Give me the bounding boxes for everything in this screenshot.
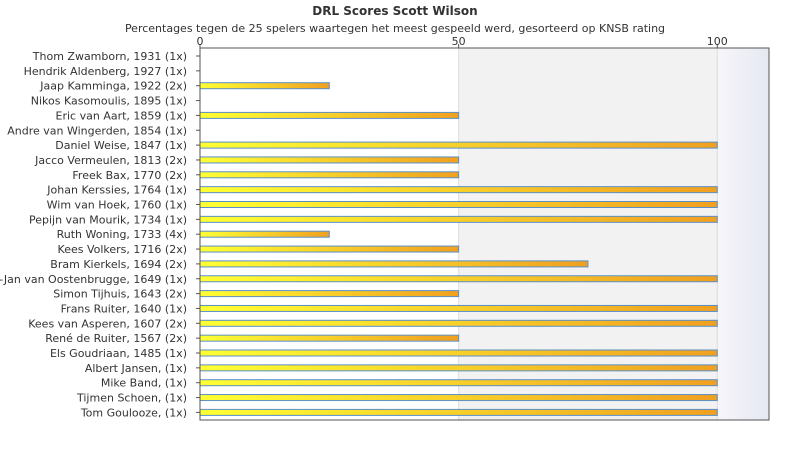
bar	[199, 141, 718, 149]
bar	[199, 379, 718, 387]
category-labels: Thom Zwamborn, 1931 (1x) Hendrik Aldenber…	[0, 50, 200, 419]
band-1	[458, 48, 718, 420]
bar	[199, 171, 460, 179]
bar	[199, 201, 718, 208]
category-label: Johan Kerssies, 1764 (1x)	[46, 184, 187, 197]
bar	[199, 111, 460, 119]
plot-frame	[199, 47, 770, 421]
bar	[199, 230, 330, 238]
category-label: Andre van Wingerden, 1854 (1x)	[7, 124, 187, 137]
category-label: Tom Goulooze, (1x)	[80, 406, 187, 419]
bars	[199, 82, 718, 416]
category-label: Hendrik Aldenberg, 1927 (1x)	[24, 65, 187, 78]
x-tick-label: 100	[707, 35, 728, 48]
category-label: Ruth Woning, 1733 (4x)	[57, 228, 187, 241]
bar	[199, 82, 330, 90]
bar	[199, 304, 718, 312]
category-label: Albert Jansen, (1x)	[85, 362, 187, 375]
category-label: Wim van Hoek, 1760 (1x)	[47, 199, 187, 212]
category-label: René de Ruiter, 1567 (2x)	[45, 332, 187, 345]
category-label: Simon Tijhuis, 1643 (2x)	[53, 288, 187, 301]
bar	[199, 245, 460, 253]
category-label: t-Jan van Oostenbrugge, 1649 (1x)	[0, 273, 187, 286]
x-tick-label: 0	[197, 35, 204, 48]
category-label: Jaap Kamminga, 1922 (2x)	[39, 80, 187, 93]
bar	[199, 290, 460, 298]
band-2	[717, 48, 769, 420]
bar	[199, 319, 718, 327]
category-label: Jacco Vermeulen, 1813 (2x)	[34, 154, 187, 167]
bar	[199, 260, 589, 268]
x-tick-label: 50	[452, 35, 466, 48]
x-axis-ticks: 0 50 100	[197, 35, 728, 48]
category-label: Pepijn van Mourik, 1734 (1x)	[29, 213, 187, 226]
chart-title: DRL Scores Scott Wilson	[312, 4, 478, 18]
plot-background	[200, 48, 769, 420]
category-label: Freek Bax, 1770 (2x)	[72, 169, 187, 182]
bar	[199, 186, 718, 194]
category-label: Eric van Aart, 1859 (1x)	[56, 109, 187, 122]
bar	[199, 364, 718, 372]
bar	[199, 349, 718, 357]
category-label: Frans Ruiter, 1640 (1x)	[61, 302, 187, 315]
category-label: Kees van Asperen, 1607 (2x)	[28, 317, 187, 330]
bar	[199, 275, 718, 283]
bar	[199, 408, 718, 416]
category-label: Tijmen Schoen, (1x)	[76, 392, 187, 405]
category-label: Mike Band, (1x)	[101, 377, 187, 390]
category-label: Daniel Weise, 1847 (1x)	[55, 139, 187, 152]
grid-lines	[458, 48, 718, 420]
category-label: Nikos Kasomoulis, 1895 (1x)	[31, 95, 187, 108]
category-label: Kees Volkers, 1716 (2x)	[58, 243, 187, 256]
bar	[199, 156, 460, 164]
category-label: Bram Kierkels, 1694 (2x)	[50, 258, 187, 271]
bar	[199, 334, 460, 342]
chart-subtitle: Percentages tegen de 25 spelers waartege…	[124, 22, 666, 35]
category-label: Thom Zwamborn, 1931 (1x)	[32, 50, 187, 63]
category-label: Els Goudriaan, 1485 (1x)	[50, 347, 187, 360]
bar	[199, 394, 718, 402]
bar	[199, 215, 718, 223]
